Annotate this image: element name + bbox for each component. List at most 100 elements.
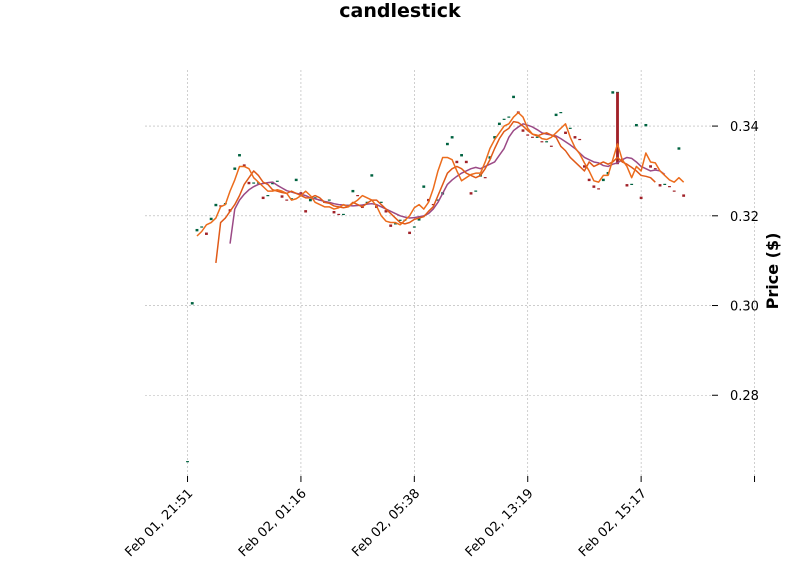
candle bbox=[233, 167, 237, 170]
moving-averages bbox=[196, 111, 685, 263]
candle bbox=[195, 228, 199, 232]
ma-slow-line bbox=[229, 123, 666, 244]
candle bbox=[200, 226, 204, 228]
candle bbox=[634, 123, 638, 127]
candle bbox=[559, 112, 563, 114]
candle bbox=[238, 154, 241, 157]
candle bbox=[445, 142, 449, 146]
candle bbox=[436, 199, 440, 201]
candle bbox=[214, 203, 218, 207]
candle bbox=[658, 184, 662, 187]
grid bbox=[145, 70, 755, 476]
candle bbox=[568, 127, 572, 129]
y-tick-label: 0.28 bbox=[730, 389, 759, 404]
candle bbox=[512, 95, 515, 99]
candle bbox=[285, 199, 289, 201]
candle bbox=[677, 147, 681, 150]
candle bbox=[431, 203, 435, 206]
candle bbox=[408, 231, 412, 235]
candle bbox=[545, 141, 549, 143]
candle bbox=[299, 192, 303, 195]
candle bbox=[412, 226, 416, 228]
candle bbox=[583, 165, 586, 168]
candle bbox=[573, 136, 577, 139]
candle bbox=[308, 198, 312, 202]
x-tick-label: Feb 02, 13:19 bbox=[463, 486, 537, 560]
candle bbox=[578, 138, 582, 141]
candle bbox=[266, 195, 270, 197]
candle bbox=[422, 185, 426, 188]
y-tick-label: 0.32 bbox=[730, 210, 759, 225]
candle bbox=[464, 160, 468, 164]
candle bbox=[205, 232, 208, 235]
candle bbox=[531, 136, 534, 138]
candle bbox=[625, 184, 629, 187]
y-axis-label: Price ($) bbox=[763, 233, 782, 310]
candle bbox=[455, 160, 459, 164]
candle bbox=[351, 189, 355, 193]
candle bbox=[653, 168, 657, 170]
candle bbox=[611, 91, 615, 94]
candle bbox=[672, 190, 676, 192]
candle bbox=[493, 136, 497, 139]
candle bbox=[587, 178, 591, 182]
candle bbox=[592, 185, 596, 188]
candle bbox=[540, 141, 544, 143]
candle bbox=[474, 190, 478, 192]
x-tick-label: Feb 02, 15:17 bbox=[576, 486, 650, 560]
candle bbox=[356, 195, 360, 197]
candle bbox=[554, 113, 558, 117]
candle bbox=[601, 178, 605, 182]
candle bbox=[497, 122, 501, 126]
chart-title: candlestick bbox=[339, 0, 461, 22]
x-tick-label: Feb 01, 21:51 bbox=[123, 486, 197, 560]
candle bbox=[597, 188, 601, 190]
y-tick-label: 0.34 bbox=[730, 120, 759, 135]
candle bbox=[564, 131, 567, 135]
candle bbox=[342, 213, 345, 216]
candle bbox=[252, 182, 256, 184]
candle bbox=[394, 223, 397, 225]
ma-mid-line bbox=[215, 120, 656, 263]
x-tick-label: Feb 02, 01:16 bbox=[236, 486, 310, 560]
candle bbox=[526, 134, 530, 136]
candle bbox=[450, 136, 454, 139]
candle bbox=[535, 136, 539, 138]
candle bbox=[460, 154, 463, 157]
candle bbox=[488, 156, 492, 159]
candle bbox=[549, 145, 553, 147]
candle bbox=[247, 181, 251, 185]
candle bbox=[190, 302, 194, 305]
candle bbox=[398, 219, 402, 221]
y-tick-label: 0.30 bbox=[730, 300, 759, 315]
candles bbox=[186, 91, 686, 463]
candle bbox=[327, 199, 331, 201]
candle bbox=[313, 197, 317, 199]
candle bbox=[521, 129, 525, 132]
candle-wick bbox=[616, 92, 619, 165]
candle bbox=[384, 210, 388, 213]
candle bbox=[469, 192, 473, 195]
candle bbox=[186, 461, 189, 463]
candle bbox=[337, 213, 341, 216]
candle bbox=[219, 205, 223, 207]
candle bbox=[483, 177, 487, 179]
candle bbox=[370, 174, 374, 177]
candle bbox=[261, 196, 265, 200]
candle bbox=[209, 217, 213, 221]
candle bbox=[389, 224, 393, 227]
candle bbox=[304, 210, 308, 213]
candle bbox=[507, 116, 511, 118]
candle bbox=[242, 164, 246, 167]
candle bbox=[290, 198, 293, 200]
candle bbox=[280, 195, 284, 198]
candle bbox=[275, 180, 279, 182]
candle bbox=[639, 196, 643, 200]
candle bbox=[502, 118, 506, 120]
candle bbox=[644, 123, 648, 127]
candle bbox=[630, 183, 634, 185]
x-tick-label: Feb 02, 05:38 bbox=[349, 486, 423, 560]
candle bbox=[682, 194, 686, 197]
candle bbox=[668, 186, 671, 188]
